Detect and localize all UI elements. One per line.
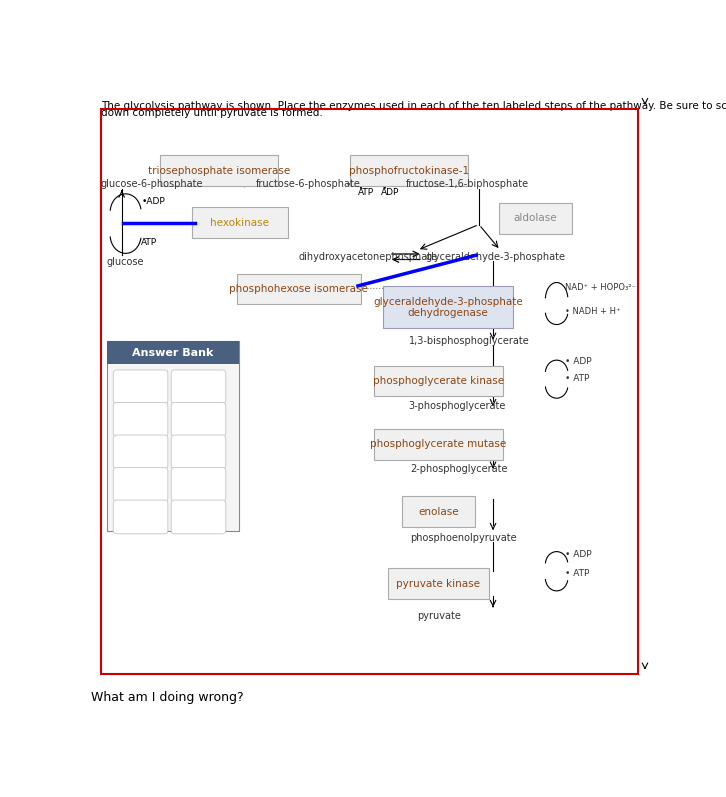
Text: fructose-1,6-biphosphate: fructose-1,6-biphosphate [406,179,529,189]
FancyBboxPatch shape [113,435,168,469]
Text: What am I doing wrong?: What am I doing wrong? [91,691,243,704]
Text: glyceraldehyde-3-phosphate
dehydrogenase: glyceraldehyde-3-phosphate dehydrogenase [373,296,523,318]
Text: ATP: ATP [358,188,374,197]
Text: pyruvate: pyruvate [417,611,461,621]
Text: NAD⁺ + HOPO₃²⁻: NAD⁺ + HOPO₃²⁻ [565,283,635,292]
Text: phosphoenolpyruvate: phosphoenolpyruvate [410,533,517,543]
Text: phosphoglycerate kinase: phosphoglycerate kinase [373,376,504,386]
Text: phosphohexose isomerase: phosphohexose isomerase [229,284,368,294]
Text: aldolase: aldolase [513,214,557,223]
FancyBboxPatch shape [499,203,572,234]
Text: • NADH + H⁺: • NADH + H⁺ [565,307,620,316]
FancyBboxPatch shape [402,497,475,527]
FancyBboxPatch shape [107,341,239,532]
FancyBboxPatch shape [113,500,168,534]
FancyBboxPatch shape [171,435,226,469]
Text: down completely until pyruvate is formed.: down completely until pyruvate is formed… [101,108,322,118]
FancyBboxPatch shape [160,155,278,186]
Text: • ATP: • ATP [565,568,589,578]
Text: 1,3-bisphosphoglycerate: 1,3-bisphosphoglycerate [409,336,529,346]
Text: • ADP: • ADP [565,550,591,559]
Text: glucose: glucose [107,257,144,267]
Text: 3-phosphoglycerate: 3-phosphoglycerate [409,401,506,411]
FancyBboxPatch shape [171,402,226,436]
Text: •ADP: •ADP [142,197,165,206]
FancyBboxPatch shape [113,468,168,501]
FancyBboxPatch shape [171,468,226,501]
Text: enolase: enolase [418,507,459,516]
Text: glyceraldehyde-3-phosphate: glyceraldehyde-3-phosphate [425,252,566,262]
FancyBboxPatch shape [350,155,468,186]
FancyBboxPatch shape [374,366,503,396]
FancyBboxPatch shape [388,568,489,599]
Text: pyruvate kinase: pyruvate kinase [396,579,481,588]
FancyBboxPatch shape [374,429,503,460]
FancyBboxPatch shape [237,273,361,304]
Text: hexokinase: hexokinase [211,218,269,228]
Text: fructose-6-phosphate: fructose-6-phosphate [256,179,361,189]
Text: ATP: ATP [142,238,158,247]
Text: dihydroxyacetonephosphate: dihydroxyacetonephosphate [299,252,438,262]
FancyBboxPatch shape [171,370,226,404]
FancyBboxPatch shape [113,370,168,404]
Text: phosphoglycerate mutase: phosphoglycerate mutase [370,439,507,450]
FancyBboxPatch shape [192,207,287,238]
Text: triosephosphate isomerase: triosephosphate isomerase [148,166,290,175]
FancyBboxPatch shape [113,402,168,436]
Text: • ATP: • ATP [565,374,589,383]
Text: • ADP: • ADP [565,357,591,367]
FancyBboxPatch shape [383,286,513,328]
Text: 2-phosphoglycerate: 2-phosphoglycerate [410,465,507,474]
Text: Answer Bank: Answer Bank [132,347,213,358]
FancyBboxPatch shape [171,500,226,534]
Text: ADP: ADP [380,188,399,197]
Text: phosphofructokinase-1: phosphofructokinase-1 [348,166,469,175]
Text: glucose-6-phosphate: glucose-6-phosphate [101,179,203,189]
FancyBboxPatch shape [107,341,239,364]
Text: The glycolysis pathway is shown. Place the enzymes used in each of the ten label: The glycolysis pathway is shown. Place t… [101,100,726,111]
